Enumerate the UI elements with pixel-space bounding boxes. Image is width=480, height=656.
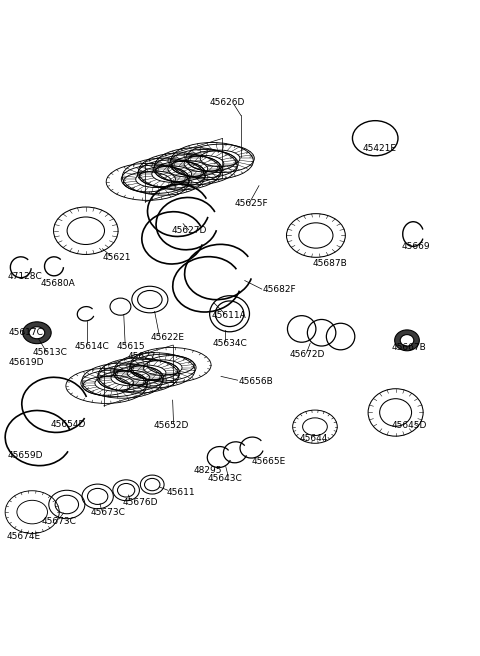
Ellipse shape — [29, 327, 45, 338]
Text: 45674E: 45674E — [7, 532, 41, 541]
Text: 45652D: 45652D — [154, 420, 189, 430]
Text: 45625F: 45625F — [234, 199, 268, 208]
Text: 45614C: 45614C — [75, 342, 109, 350]
Text: 45659D: 45659D — [8, 451, 43, 460]
Text: 45654D: 45654D — [50, 420, 85, 429]
Ellipse shape — [395, 330, 420, 351]
Text: 45615: 45615 — [117, 342, 145, 351]
Text: 45672D: 45672D — [289, 350, 324, 359]
Text: 45613C: 45613C — [32, 348, 67, 357]
Text: 45622E: 45622E — [151, 333, 185, 342]
Text: 45626D: 45626D — [209, 98, 244, 107]
Text: 45682F: 45682F — [263, 285, 296, 294]
Text: 45611: 45611 — [167, 487, 195, 497]
Text: 45676D: 45676D — [122, 498, 158, 507]
Text: 45669: 45669 — [401, 242, 430, 251]
Text: 45621: 45621 — [102, 253, 131, 262]
Text: 45667B: 45667B — [392, 344, 427, 352]
Text: 45421E: 45421E — [362, 144, 396, 153]
Text: 45665E: 45665E — [252, 457, 286, 466]
Text: 45673C: 45673C — [91, 508, 125, 517]
Text: 45627: 45627 — [127, 352, 156, 361]
Text: 45680A: 45680A — [41, 279, 75, 288]
Ellipse shape — [400, 335, 414, 346]
Text: 45687B: 45687B — [312, 259, 347, 268]
Text: 45645D: 45645D — [392, 420, 427, 430]
Text: 45643C: 45643C — [208, 474, 242, 483]
Text: 47128C: 47128C — [8, 272, 42, 281]
Ellipse shape — [23, 322, 51, 344]
Text: 45644: 45644 — [300, 434, 328, 443]
Text: 45627D: 45627D — [171, 226, 206, 236]
Text: 45634C: 45634C — [213, 338, 247, 348]
Text: 48295: 48295 — [193, 466, 222, 475]
Text: 45656B: 45656B — [239, 377, 274, 386]
Text: 45611A: 45611A — [212, 311, 246, 319]
Text: 45617C: 45617C — [9, 328, 43, 337]
Text: 45673C: 45673C — [42, 517, 76, 526]
Text: 45619D: 45619D — [9, 358, 44, 367]
